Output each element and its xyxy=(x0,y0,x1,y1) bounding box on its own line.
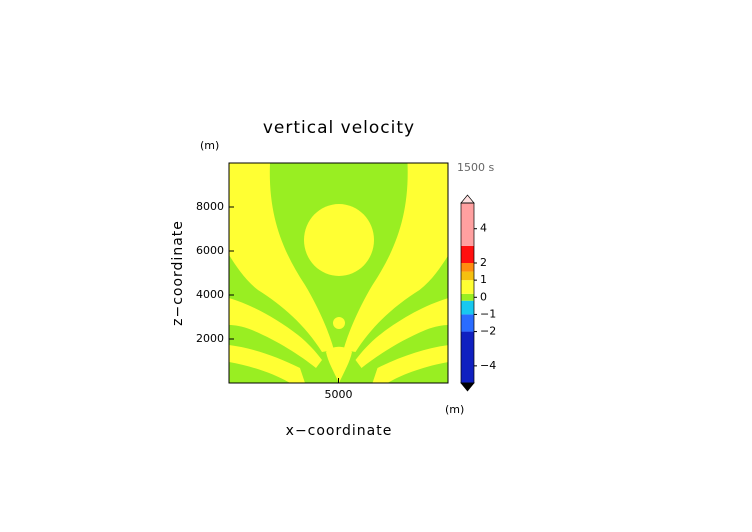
colorbar-band xyxy=(461,331,474,383)
contour-field xyxy=(229,163,448,383)
colorbar-top xyxy=(460,194,475,204)
y-tick-label: 8000 xyxy=(196,200,224,213)
y-unit: (m) xyxy=(200,139,219,152)
contour-region xyxy=(304,204,374,276)
colorbar-band xyxy=(461,314,474,332)
colorbar-band xyxy=(461,300,474,315)
y-axis-label: z−coordinate xyxy=(170,220,186,326)
contour-region xyxy=(355,298,448,368)
colorbar-band xyxy=(461,245,474,263)
x-axis-label: x−coordinate xyxy=(286,423,393,439)
contour-region xyxy=(372,345,448,383)
contour-region xyxy=(333,317,345,329)
contour-region xyxy=(229,298,322,368)
y-tick-label: 4000 xyxy=(196,288,224,301)
colorbar-tick-label: −1 xyxy=(480,307,496,320)
colorbar-band xyxy=(461,293,474,301)
contour-region xyxy=(343,163,448,352)
x-tick-label: 5000 xyxy=(325,388,353,401)
x-unit: (m) xyxy=(445,403,464,416)
contour-region xyxy=(229,345,305,383)
colorbar-frame xyxy=(460,202,475,384)
colorbar-band xyxy=(461,203,474,246)
contour-region xyxy=(326,346,352,383)
colorbar-bottom xyxy=(460,382,475,392)
chart-title: vertical velocity xyxy=(263,118,415,138)
time-label: 1500 s xyxy=(457,161,494,174)
colorbar-tick-label: −2 xyxy=(480,325,496,338)
colorbar-tick-label: 1 xyxy=(480,273,487,286)
colorbar-band xyxy=(461,263,474,272)
colorbar-tick-label: 4 xyxy=(480,222,487,235)
y-tick-label: 2000 xyxy=(196,332,224,345)
colorbar-band xyxy=(461,271,474,281)
colorbar-tick-label: −4 xyxy=(480,359,496,372)
colorbar-band xyxy=(461,280,474,294)
contour-region xyxy=(229,163,334,352)
colorbar-tick-label: 2 xyxy=(480,256,487,269)
colorbar: 4 2 1 0 −1 −2 −4 xyxy=(460,194,496,392)
y-tick-label: 6000 xyxy=(196,244,224,257)
colorbar-tick-label: 0 xyxy=(480,290,487,303)
